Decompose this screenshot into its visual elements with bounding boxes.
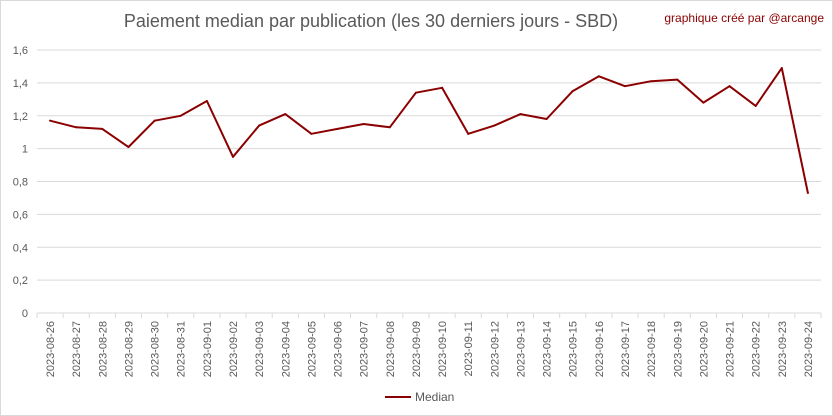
x-tick-label: 2023-08-29 bbox=[123, 321, 135, 377]
x-tick-label: 2023-09-16 bbox=[594, 321, 606, 377]
data-point bbox=[75, 126, 78, 129]
data-point bbox=[650, 80, 653, 83]
data-point bbox=[336, 127, 339, 130]
x-tick-label: 2023-09-03 bbox=[254, 321, 266, 377]
y-tick-label: 0,2 bbox=[13, 275, 28, 287]
data-point bbox=[493, 124, 496, 127]
data-point bbox=[806, 192, 809, 195]
data-point bbox=[414, 91, 417, 94]
x-tick-label: 2023-09-10 bbox=[437, 321, 449, 377]
x-tick-label: 2023-09-11 bbox=[463, 321, 475, 376]
data-point bbox=[284, 113, 287, 116]
x-tick-label: 2023-09-04 bbox=[280, 321, 292, 377]
data-point bbox=[780, 67, 783, 70]
data-point bbox=[258, 124, 261, 127]
x-tick-label: 2023-09-15 bbox=[568, 321, 580, 377]
data-point bbox=[519, 113, 522, 116]
y-tick-label: 0,6 bbox=[13, 209, 28, 221]
data-point bbox=[205, 99, 208, 102]
data-point bbox=[310, 132, 313, 135]
data-point bbox=[441, 86, 444, 89]
x-tick-label: 2023-09-22 bbox=[751, 321, 763, 377]
data-point bbox=[101, 127, 104, 130]
x-tick-label: 2023-09-01 bbox=[202, 321, 214, 377]
x-tick-label: 2023-09-07 bbox=[359, 321, 371, 377]
y-tick-label: 0 bbox=[22, 308, 28, 320]
x-tick-label: 2023-09-18 bbox=[646, 321, 658, 377]
data-point bbox=[467, 132, 470, 135]
data-point bbox=[362, 122, 365, 125]
data-point bbox=[179, 114, 182, 117]
chart-title: Paiement median par publication (les 30 … bbox=[123, 11, 619, 31]
data-point bbox=[232, 155, 234, 158]
x-tick-label: 2023-09-21 bbox=[725, 321, 737, 377]
x-tick-label: 2023-09-05 bbox=[306, 321, 318, 377]
data-point bbox=[702, 101, 705, 104]
x-tick-label: 2023-09-02 bbox=[228, 321, 240, 377]
x-tick-label: 2023-09-14 bbox=[542, 321, 554, 377]
data-point bbox=[388, 126, 391, 129]
x-tick-label: 2023-08-31 bbox=[176, 321, 188, 377]
y-tick-label: 0,8 bbox=[13, 177, 28, 189]
series-line-median bbox=[49, 67, 809, 194]
x-tick-label: 2023-08-28 bbox=[97, 321, 109, 377]
chart-credit: graphique créé par @arcange bbox=[664, 11, 824, 25]
data-point bbox=[571, 90, 574, 93]
x-tick-label: 2023-09-08 bbox=[385, 321, 397, 377]
y-tick-label: 1,4 bbox=[13, 78, 28, 90]
data-point bbox=[49, 119, 52, 122]
x-tick-label: 2023-09-12 bbox=[489, 321, 501, 377]
y-tick-label: 1,6 bbox=[13, 45, 28, 57]
x-tick-label: 2023-09-06 bbox=[333, 321, 345, 377]
x-tick-label: 2023-08-27 bbox=[71, 321, 83, 377]
data-point bbox=[676, 78, 679, 81]
data-point bbox=[728, 85, 731, 88]
x-tick-label: 2023-08-26 bbox=[45, 321, 57, 377]
y-tick-label: 0,4 bbox=[13, 242, 28, 254]
data-point bbox=[545, 118, 548, 121]
data-point bbox=[597, 75, 600, 78]
x-tick-label: 2023-09-09 bbox=[411, 321, 423, 377]
y-tick-label: 1,2 bbox=[13, 111, 28, 123]
x-tick-label: 2023-09-20 bbox=[698, 321, 710, 377]
data-point bbox=[127, 145, 130, 148]
data-point bbox=[754, 104, 757, 107]
x-tick-label: 2023-09-13 bbox=[515, 321, 527, 377]
x-tick-label: 2023-09-19 bbox=[672, 321, 684, 377]
data-point bbox=[153, 119, 156, 122]
data-point bbox=[624, 85, 626, 88]
y-tick-label: 1 bbox=[22, 144, 28, 156]
x-tick-label: 2023-08-30 bbox=[150, 321, 162, 377]
x-tick-label: 2023-09-23 bbox=[777, 321, 789, 377]
legend-label-median: Median bbox=[415, 390, 454, 404]
x-tick-label: 2023-09-17 bbox=[620, 321, 632, 377]
x-tick-label: 2023-09-24 bbox=[803, 321, 815, 377]
